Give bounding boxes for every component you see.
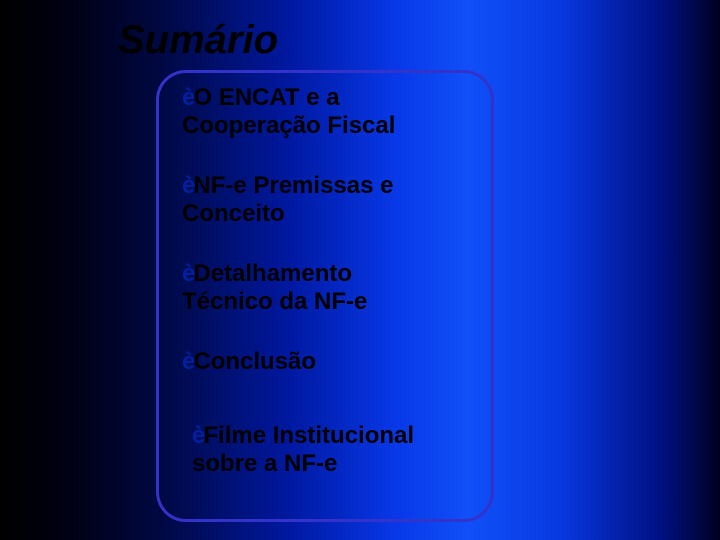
item-text-line1: Filme Institucional xyxy=(203,422,414,449)
item-text-line2: Conceito xyxy=(182,200,285,227)
item-text-line2: Técnico da NF-e xyxy=(182,288,367,315)
summary-item-3: èDetalhamento Técnico da NF-e xyxy=(182,260,367,315)
summary-item-4: èConclusão xyxy=(182,348,316,376)
item-text-line1: O ENCAT e a xyxy=(193,84,339,111)
item-text-line2: Cooperação Fiscal xyxy=(182,112,395,139)
summary-item-1: èO ENCAT e a Cooperação Fiscal xyxy=(182,84,395,139)
summary-item-2: èNF-e Premissas e Conceito xyxy=(182,172,393,227)
slide-title: Sumário xyxy=(118,18,278,63)
item-text-line2: sobre a NF-e xyxy=(192,450,337,477)
item-text-line1: Detalhamento xyxy=(193,260,352,287)
item-text-line1: Conclusão xyxy=(193,348,316,375)
summary-item-5: èFilme Institucional sobre a NF-e xyxy=(192,422,414,477)
item-text-line1: NF-e Premissas e xyxy=(193,172,393,199)
